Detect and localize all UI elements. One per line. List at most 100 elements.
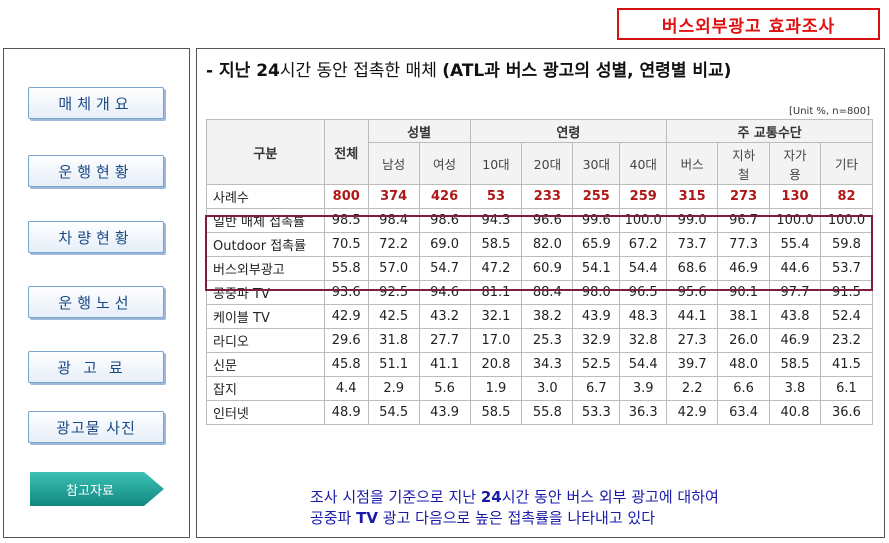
table-cell: 100.0 [619,208,668,233]
table-cell: 6.7 [572,376,621,401]
table-cell: 3.0 [521,376,574,401]
table-cell: 41.5 [819,352,874,377]
table-cell: 5.6 [418,376,471,401]
table-cell: 20.8 [469,352,523,377]
nav-ad-photos[interactable]: 광고물 사진 [28,411,164,443]
header-female: 여성 [418,142,471,185]
table-cell: 59.8 [819,232,874,257]
active-arrow-shape [30,472,164,506]
table-cell: 130 [769,184,821,209]
table-cell: 93.6 [323,280,369,305]
table-cell: 259 [619,184,668,209]
table-cell: 69.0 [418,232,471,257]
table-cell: 38.1 [717,304,771,329]
page-heading: - 지난 24시간 동안 접촉한 매체 (ATL과 버스 광고의 성별, 연령별… [206,61,732,81]
header-bus: 버스 [666,142,719,185]
table-cell: 43.9 [572,304,621,329]
header-subway: 지하철 [717,142,771,185]
table-cell: 255 [572,184,621,209]
table-cell: 4.4 [323,376,369,401]
media-contact-table: 구분 전체 성별 연령 주 교통수단 남성 여성 10대 20대 30대 40대… [206,119,874,425]
row-label: 공중파 TV [206,280,325,305]
nav-operation-status[interactable]: 운행현황 [28,155,164,187]
table-cell: 27.3 [666,328,719,353]
header-age-20s: 20대 [521,142,574,185]
table-cell: 90.1 [717,280,771,305]
row-label: 사례수 [206,184,325,209]
sidebar: 매체개요 운행현황 차량현황 운행노선 광고료 광고물 사진 참고자료 [3,48,190,538]
table-cell: 96.5 [619,280,668,305]
row-label: 버스외부광고 [206,256,325,281]
table-cell: 52.4 [819,304,874,329]
table-cell: 3.8 [769,376,821,401]
table-cell: 315 [666,184,719,209]
table-cell: 58.5 [469,232,523,257]
table-cell: 54.4 [619,256,668,281]
table-cell: 40.8 [769,400,821,425]
table-cell: 92.5 [367,280,420,305]
header-male: 남성 [367,142,420,185]
table-cell: 25.3 [521,328,574,353]
table-cell: 31.8 [367,328,420,353]
table-cell: 23.2 [819,328,874,353]
table-cell: 65.9 [572,232,621,257]
table-cell: 48.3 [619,304,668,329]
table-cell: 70.5 [323,232,369,257]
nav-ad-rates[interactable]: 광고료 [28,351,164,383]
table-cell: 46.9 [769,328,821,353]
nav-references-active[interactable]: 참고자료 [30,472,165,506]
table-cell: 53 [469,184,523,209]
table-cell: 32.9 [572,328,621,353]
table-cell: 55.8 [323,256,369,281]
conclusion-line-1: 조사 시점을 기준으로 지난 24시간 동안 버스 외부 광고에 대하여 [310,488,719,506]
row-label: 잡지 [206,376,325,401]
table-cell: 77.3 [717,232,771,257]
table-row: 신문 45.8 51.1 41.1 20.8 34.3 52.5 54.4 39.7 48.0 58… [206,352,874,377]
table-cell: 97.7 [769,280,821,305]
table-cell: 6.6 [717,376,771,401]
nav-routes[interactable]: 운행노선 [28,286,164,318]
table-cell: 98.0 [572,280,621,305]
table-cell: 99.0 [666,208,719,233]
table-cell: 36.3 [619,400,668,425]
header-age-40s: 40대 [619,142,668,185]
table-cell: 26.0 [717,328,771,353]
nav-vehicle-status[interactable]: 차량현황 [28,221,164,253]
row-label: Outdoor 접촉률 [206,232,325,257]
header-other: 기타 [819,142,874,185]
table-cell: 100.0 [819,208,874,233]
table-cell: 32.8 [619,328,668,353]
conclusion-line-2: 공중파 TV 광고 다음으로 높은 접촉률을 나타내고 있다 [310,509,656,527]
table-cell: 96.7 [717,208,771,233]
table-cell: 32.1 [469,304,523,329]
header-total: 전체 [323,119,369,185]
nav-media-overview[interactable]: 매체개요 [28,87,164,119]
header-age: 연령 [469,119,668,143]
table-row: Outdoor 접촉률 70.5 72.2 69.0 58.5 82.0 65.9 67.2 7… [206,232,874,257]
table-cell: 67.2 [619,232,668,257]
table-cell: 38.2 [521,304,574,329]
table-cell: 47.2 [469,256,523,281]
table-cell: 46.9 [717,256,771,281]
table-row: 공중파 TV 93.6 92.5 94.6 81.1 88.4 98.0 96.5 95.6 90… [206,280,874,305]
header-transport: 주 교통수단 [666,119,873,143]
table-cell: 426 [418,184,471,209]
header-car: 자가용 [769,142,821,185]
nav-references-label: 참고자료 [66,483,114,499]
table-cell: 17.0 [469,328,523,353]
table-cell: 44.1 [666,304,719,329]
table-row: 케이블 TV 42.9 42.5 43.2 32.1 38.2 43.9 48.3 44.1 38… [206,304,874,329]
table-cell: 54.7 [418,256,471,281]
table-row: 일반 매체 접촉률 98.5 98.4 98.6 94.3 96.6 99.6 100.0 99… [206,208,874,233]
table-cell: 81.1 [469,280,523,305]
table-cell: 91.5 [819,280,874,305]
table-cell: 43.2 [418,304,471,329]
table-cell: 94.3 [469,208,523,233]
table-cell: 95.6 [666,280,719,305]
table-row: 버스외부광고 55.8 57.0 54.7 47.2 60.9 54.1 54.4 68.6 46… [206,256,874,281]
row-label: 인터넷 [206,400,325,425]
table-cell: 374 [367,184,420,209]
table-cell: 800 [323,184,369,209]
table-cell: 1.9 [469,376,523,401]
table-cell: 82.0 [521,232,574,257]
